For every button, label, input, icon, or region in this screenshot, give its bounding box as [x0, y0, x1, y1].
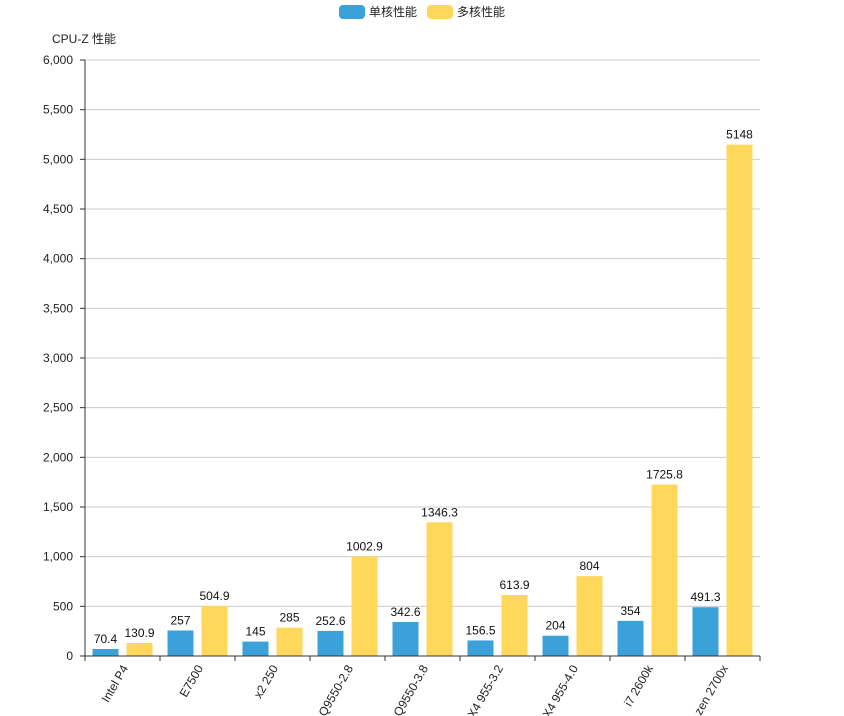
bar-single-core[interactable] [542, 635, 569, 656]
bar-multi-core[interactable] [351, 556, 378, 656]
grid-lines [85, 59, 760, 607]
bar-multi-core[interactable] [201, 605, 228, 656]
data-label: 613.9 [499, 578, 529, 592]
data-label: 1346.3 [421, 505, 458, 519]
data-label: 204 [545, 619, 565, 633]
legend-swatch-2[interactable] [427, 5, 453, 19]
bar-multi-core[interactable] [126, 642, 153, 656]
x-tick-label: Q9550-3.8 [391, 662, 432, 716]
x-tick-label: x2 250 [251, 662, 281, 700]
data-label: 257 [170, 613, 190, 627]
x-tick-label: X4 955-4.0 [540, 662, 582, 716]
bar-multi-core[interactable] [726, 144, 753, 656]
bar-single-core[interactable] [467, 640, 494, 656]
y-tick-label: 0 [66, 649, 73, 663]
x-tick-label: X4 955-3.2 [465, 662, 507, 716]
data-label: 130.9 [124, 626, 154, 640]
y-tick-label: 1,000 [43, 550, 73, 564]
x-axis: Intel P4 E7500 x2 250 Q9550-2.8 Q9550-3.8 X4 … [84, 655, 761, 716]
y-tick-label: 4,000 [43, 252, 73, 266]
bars: 70.4 130.9 257 504.9 145 285 252.6 1002.9 342.6 1… [92, 128, 753, 656]
y-tick-label: 1,500 [43, 500, 73, 514]
bar-single-core[interactable] [92, 649, 119, 656]
y-tick-label: 2,000 [43, 450, 73, 464]
y-tick-label: 3,000 [43, 351, 73, 365]
y-tick-label: 4,500 [43, 202, 73, 216]
data-label: 354 [620, 604, 640, 618]
y-tick-label: 5,500 [43, 103, 73, 117]
y-tick-label: 500 [53, 599, 73, 613]
bar-multi-core[interactable] [651, 484, 678, 656]
x-tick-label: E7500 [177, 662, 207, 699]
bar-multi-core[interactable] [426, 522, 453, 656]
bar-single-core[interactable] [167, 630, 194, 656]
legend-swatch-1[interactable] [339, 5, 365, 19]
data-label: 342.6 [390, 605, 420, 619]
bar-multi-core[interactable] [501, 595, 528, 656]
x-tick-label: zen 2700x [691, 663, 731, 716]
y-tick-label: 3,500 [43, 301, 73, 315]
data-label: 491.3 [690, 590, 720, 604]
data-label: 804 [579, 559, 599, 573]
y-tick-label: 2,500 [43, 401, 73, 415]
bar-single-core[interactable] [692, 607, 719, 656]
data-label: 1725.8 [646, 468, 683, 482]
data-label: 145 [245, 625, 265, 639]
data-label: 70.4 [94, 632, 118, 646]
data-label: 156.5 [465, 623, 495, 637]
data-label: 5148 [726, 128, 753, 142]
y-tick-label: 6,000 [43, 53, 73, 67]
bar-single-core[interactable] [392, 621, 419, 656]
data-label: 1002.9 [346, 539, 383, 553]
bar-single-core[interactable] [617, 620, 644, 656]
bar-multi-core[interactable] [276, 627, 303, 656]
y-axis: 0 500 1,000 1,500 2,000 2,500 3,000 3,500 4,000 4… [43, 53, 86, 663]
legend-label-1[interactable]: 单核性能 [369, 5, 417, 19]
y-tick-label: 5,000 [43, 152, 73, 166]
data-label: 252.6 [315, 614, 345, 628]
x-tick-label: i7 2600k [621, 662, 656, 709]
bar-multi-core[interactable] [576, 576, 603, 656]
bar-single-core[interactable] [242, 641, 269, 656]
x-tick-label: Intel P4 [99, 662, 132, 705]
legend-label-2[interactable]: 多核性能 [457, 5, 505, 19]
legend: 单核性能 多核性能 [339, 5, 505, 19]
x-tick-label: Q9550-2.8 [316, 662, 357, 716]
bar-single-core[interactable] [317, 630, 344, 656]
data-label: 504.9 [199, 589, 229, 603]
data-label: 285 [279, 611, 299, 625]
y-axis-label: CPU-Z 性能 [52, 32, 116, 46]
